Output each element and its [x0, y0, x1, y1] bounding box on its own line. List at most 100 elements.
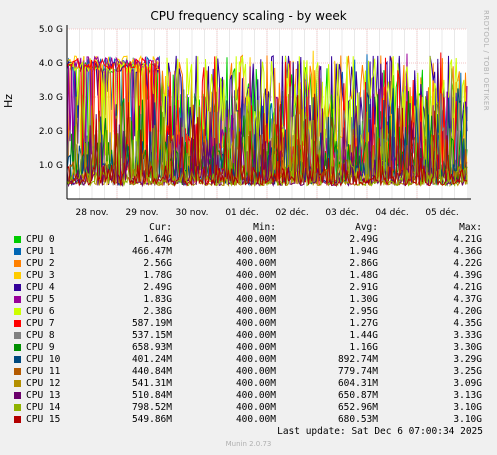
legend-min-value: 400.00M: [235, 294, 276, 305]
legend-series-name: CPU 2: [26, 258, 55, 269]
y-tick-label: 5.0 G: [39, 25, 63, 35]
legend-swatch: [14, 236, 21, 243]
legend-avg-value: 1.44G: [349, 330, 378, 341]
rrdtool-watermark: RRDTOOL / TOBI OETIKER: [482, 10, 490, 112]
legend-swatch: [14, 260, 21, 267]
x-tick-label: 04 déc.: [375, 207, 408, 218]
legend-avg-value: 779.74M: [337, 366, 378, 377]
legend-max-value: 4.39G: [453, 270, 482, 281]
legend-cur-value: 658.93M: [131, 342, 172, 353]
legend-cur-value: 2.38G: [143, 306, 172, 317]
legend-cur-value: 549.86M: [131, 414, 172, 425]
legend-max-value: 3.13G: [453, 390, 482, 401]
legend-row: CPU 0 1.64G 400.00M 2.49G 4.21G: [10, 234, 490, 246]
legend-swatch: [14, 392, 21, 399]
legend-row: CPU 9 658.93M 400.00M 1.16G 3.30G: [10, 342, 490, 354]
legend-swatch: [14, 296, 21, 303]
legend-avg-value: 2.86G: [349, 258, 378, 269]
legend-avg-value: 680.53M: [337, 414, 378, 425]
chart-plot: 28 nov. 29 nov. 30 nov. 01 déc. 02 déc. 03 dé…: [39, 25, 471, 218]
legend-max-value: 4.20G: [453, 306, 482, 317]
legend-row: CPU 10 401.24M 400.00M 892.74M 3.29G: [10, 354, 490, 366]
chart-title: CPU frequency scaling - by week: [150, 9, 347, 23]
legend-avg-value: 1.94G: [349, 246, 378, 257]
legend-max-value: 3.30G: [453, 342, 482, 353]
legend-series-name: CPU 5: [26, 294, 55, 305]
legend-series-name: CPU 3: [26, 270, 55, 281]
legend-max-value: 3.10G: [453, 414, 482, 425]
legend-cur-value: 401.24M: [131, 354, 172, 365]
x-tick-label: 01 déc.: [225, 207, 258, 218]
legend-min-value: 400.00M: [235, 390, 276, 401]
legend-series-name: CPU 0: [26, 234, 55, 245]
legend-min-value: 400.00M: [235, 306, 276, 317]
munin-version: Munin 2.0.73: [225, 440, 272, 448]
legend-swatch: [14, 332, 21, 339]
series-line-cpu-15: [66, 93, 468, 187]
legend-swatch: [14, 344, 21, 351]
legend-row: CPU 8 537.15M 400.00M 1.44G 3.33G: [10, 330, 490, 342]
legend-row: CPU 15 549.86M 400.00M 680.53M 3.10G: [10, 414, 490, 426]
legend-max-value: 4.36G: [453, 246, 482, 257]
legend-row: CPU 7 587.19M 400.00M 1.27G 4.35G: [10, 318, 490, 330]
legend-avg-value: 1.16G: [349, 342, 378, 353]
y-tick-label: 4.0 G: [39, 59, 63, 69]
legend-row: CPU 13 510.84M 400.00M 650.87M 3.13G: [10, 390, 490, 402]
legend-header-cur: Cur:: [149, 222, 172, 233]
x-tick-label: 29 nov.: [125, 208, 158, 218]
legend-cur-value: 440.84M: [131, 366, 172, 377]
legend-avg-value: 1.48G: [349, 270, 378, 281]
series-line-cpu-7: [66, 52, 468, 186]
legend-cur-value: 510.84M: [131, 390, 172, 401]
legend-swatch: [14, 320, 21, 327]
legend-header-row: Cur: Min: Avg: Max:: [10, 222, 490, 234]
legend-swatch: [14, 368, 21, 375]
legend-max-value: 3.09G: [453, 378, 482, 389]
legend-min-value: 400.00M: [235, 234, 276, 245]
legend-row: CPU 6 2.38G 400.00M 2.95G 4.20G: [10, 306, 490, 318]
legend-max-value: 3.25G: [453, 366, 482, 377]
legend-cur-value: 541.31M: [131, 378, 172, 389]
legend-series-name: CPU 4: [26, 282, 55, 293]
legend-series-name: CPU 9: [26, 342, 55, 353]
legend-swatch: [14, 272, 21, 279]
legend-header-min: Min:: [253, 222, 276, 233]
legend-swatch: [14, 308, 21, 315]
legend-swatch: [14, 404, 21, 411]
legend-cur-value: 1.78G: [143, 270, 172, 281]
legend-cur-value: 537.15M: [131, 330, 172, 341]
legend-series-name: CPU 1: [26, 246, 55, 257]
legend-series-name: CPU 13: [26, 390, 61, 401]
last-update: Last update: Sat Dec 6 07:00:34 2025: [277, 426, 483, 437]
legend-min-value: 400.00M: [235, 378, 276, 389]
legend-series-name: CPU 6: [26, 306, 55, 317]
legend-max-value: 4.37G: [453, 294, 482, 305]
legend-avg-value: 1.27G: [349, 318, 378, 329]
legend-max-value: 4.21G: [453, 282, 482, 293]
legend-min-value: 400.00M: [235, 354, 276, 365]
legend-row: CPU 11 440.84M 400.00M 779.74M 3.25G: [10, 366, 490, 378]
legend-cur-value: 1.83G: [143, 294, 172, 305]
legend-series-name: CPU 14: [26, 402, 61, 413]
legend-series-name: CPU 10: [26, 354, 61, 365]
legend-avg-value: 652.96M: [337, 402, 378, 413]
legend-avg-value: 2.91G: [349, 282, 378, 293]
legend-cur-value: 2.49G: [143, 282, 172, 293]
legend-min-value: 400.00M: [235, 414, 276, 425]
legend-row: CPU 5 1.83G 400.00M 1.30G 4.37G: [10, 294, 490, 306]
y-tick-label: 3.0 G: [39, 93, 63, 103]
x-tick-label: 02 déc.: [275, 207, 308, 218]
legend-min-value: 400.00M: [235, 342, 276, 353]
x-tick-label: 03 déc.: [325, 207, 358, 218]
legend-max-value: 4.22G: [453, 258, 482, 269]
legend-max-value: 3.29G: [453, 354, 482, 365]
legend-row: CPU 2 2.56G 400.00M 2.86G 4.22G: [10, 258, 490, 270]
legend-min-value: 400.00M: [235, 366, 276, 377]
legend-min-value: 400.00M: [235, 282, 276, 293]
legend-swatch: [14, 380, 21, 387]
legend-row: CPU 4 2.49G 400.00M 2.91G 4.21G: [10, 282, 490, 294]
legend-swatch: [14, 284, 21, 291]
legend-avg-value: 892.74M: [337, 354, 378, 365]
x-tick-label: 30 nov.: [175, 208, 208, 218]
legend-avg-value: 2.49G: [349, 234, 378, 245]
